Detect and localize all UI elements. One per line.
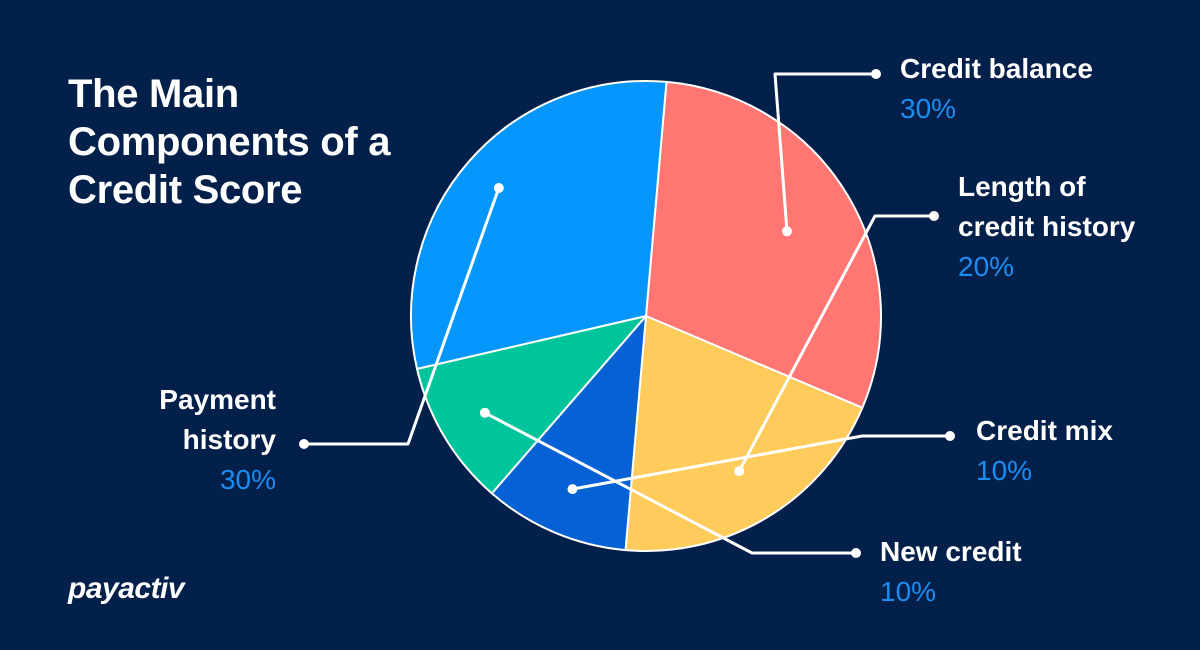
slice-percent: 20%	[958, 251, 1015, 282]
pie-slice-payment-history	[410, 80, 668, 370]
leader-end-dot	[945, 431, 955, 441]
leader-anchor-dot	[493, 183, 504, 193]
slice-name: Credit mix	[976, 415, 1113, 446]
slice-name: New credit	[880, 536, 1022, 567]
label-credit-mix: Credit mix 10%	[976, 411, 1113, 491]
slice-percent: 30%	[900, 93, 957, 124]
leader-anchor-dot	[479, 407, 490, 418]
slice-name-line-1: Length of	[958, 171, 1086, 202]
pie-slice-credit-balance	[645, 80, 882, 409]
leader-line-credit-mix	[567, 431, 955, 495]
pie-slice-credit-mix	[490, 315, 647, 552]
label-credit-balance: Credit balance 30%	[900, 49, 1093, 129]
leader-line-payment-history	[299, 183, 504, 449]
leader-end-dot	[871, 69, 881, 79]
pie-slice-new-credit	[416, 315, 647, 495]
leader-end-dot	[929, 211, 939, 221]
leader-line-length-of-credit-history	[734, 211, 939, 477]
leader-anchor-dot	[734, 466, 745, 477]
slice-percent: 10%	[976, 455, 1033, 486]
leader-line-new-credit	[479, 407, 861, 558]
slice-name-line-2: credit history	[958, 211, 1136, 242]
slice-percent: 30%	[219, 464, 276, 495]
leader-lines	[299, 69, 955, 558]
leader-end-dot	[299, 439, 309, 449]
label-new-credit: New credit 10%	[880, 532, 1022, 612]
slice-name-line-2: history	[182, 424, 276, 455]
label-payment-history: Payment history 30%	[100, 380, 276, 500]
slice-name-line-1: Payment	[159, 384, 276, 415]
leader-anchor-dot	[567, 484, 578, 495]
pie-slice-length-of-credit-history	[624, 315, 864, 552]
slice-name: Credit balance	[900, 53, 1093, 84]
payactiv-logo: payactiv	[68, 572, 185, 605]
page-title: The Main Components of a Credit Score	[68, 72, 391, 212]
label-length-of-credit-history: Length of credit history 20%	[958, 167, 1135, 287]
slice-percent: 10%	[880, 576, 937, 607]
leader-end-dot	[851, 548, 861, 558]
leader-line-credit-balance	[773, 69, 881, 237]
pie-slices	[410, 80, 882, 552]
leader-anchor-dot	[782, 226, 792, 237]
